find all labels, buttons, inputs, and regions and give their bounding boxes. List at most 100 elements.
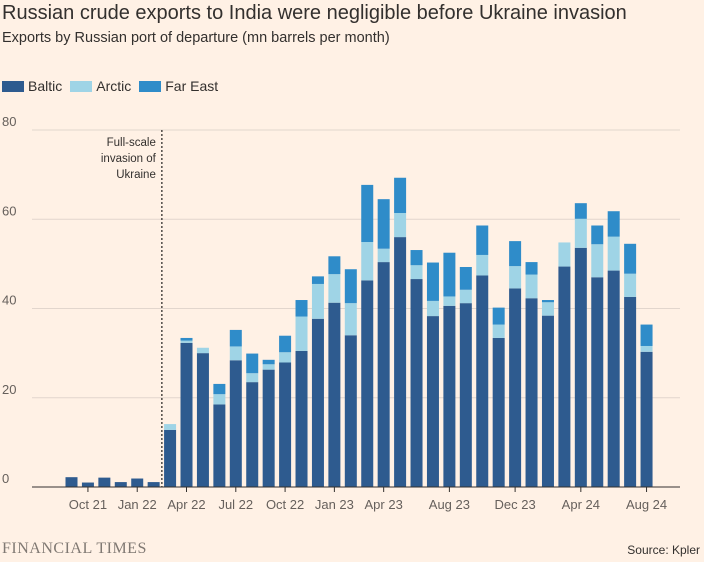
bar-baltic bbox=[377, 262, 390, 487]
bar-arctic bbox=[541, 302, 554, 316]
bar-baltic bbox=[361, 280, 374, 487]
bar-arctic bbox=[509, 266, 522, 289]
axis-layer: 0 20 40 60 80 Oct 21 Jan 22 Apr 22 Jul 22 Oct 22 J… bbox=[2, 114, 680, 512]
legend-swatch-baltic bbox=[2, 80, 24, 92]
bar-arctic bbox=[476, 254, 489, 276]
bar-baltic bbox=[279, 362, 292, 487]
bar-baltic bbox=[394, 237, 407, 487]
legend-swatch-far-east bbox=[139, 80, 162, 92]
bar-far-east bbox=[574, 203, 587, 219]
bar-arctic bbox=[394, 213, 407, 238]
bar-far-east bbox=[279, 335, 292, 353]
bar-arctic bbox=[229, 346, 242, 361]
x-tick-label: Aug 23 bbox=[429, 497, 470, 512]
bar-baltic bbox=[541, 315, 554, 487]
bar-baltic bbox=[410, 279, 423, 487]
bar-far-east bbox=[229, 329, 242, 347]
x-tick-label: Dec 23 bbox=[495, 497, 536, 512]
bar-far-east bbox=[328, 256, 341, 275]
source-note: Source: Kpler bbox=[627, 543, 700, 557]
bar-arctic bbox=[311, 283, 324, 319]
annotation-text: invasion of bbox=[101, 153, 157, 165]
bar-arctic bbox=[410, 265, 423, 280]
bar-far-east bbox=[624, 243, 637, 274]
bar-baltic bbox=[492, 337, 505, 487]
x-tick-label: Jul 22 bbox=[218, 497, 253, 512]
legend-swatch-arctic bbox=[70, 80, 93, 92]
bar-baltic bbox=[65, 477, 78, 487]
bar-far-east bbox=[246, 353, 259, 374]
x-tick-label: Jan 22 bbox=[118, 497, 157, 512]
x-tick-label: Apr 22 bbox=[167, 497, 205, 512]
bar-baltic bbox=[591, 277, 604, 487]
x-tick-label: Apr 23 bbox=[365, 497, 403, 512]
bar-arctic bbox=[591, 244, 604, 278]
bar-baltic bbox=[311, 318, 324, 487]
chart-title: Russian crude exports to India were negl… bbox=[2, 2, 627, 24]
legend-label-far-east: Far East bbox=[165, 78, 219, 94]
y-tick-label: 0 bbox=[2, 471, 9, 486]
bar-far-east bbox=[476, 225, 489, 255]
bar-arctic bbox=[459, 289, 472, 304]
bar-baltic bbox=[229, 360, 242, 487]
bar-baltic bbox=[262, 369, 275, 487]
bar-arctic bbox=[279, 352, 292, 363]
bar-far-east bbox=[213, 383, 226, 395]
bar-baltic bbox=[459, 303, 472, 487]
bar-baltic bbox=[476, 275, 489, 487]
y-tick-label: 20 bbox=[2, 382, 16, 397]
bar-arctic bbox=[246, 373, 259, 383]
legend: Baltic Arctic Far East bbox=[2, 78, 218, 94]
bar-far-east bbox=[295, 300, 308, 317]
annotation-text: Full-scale bbox=[107, 137, 156, 149]
bar-arctic bbox=[624, 273, 637, 297]
bar-baltic bbox=[525, 298, 538, 487]
annotation-text: Ukraine bbox=[116, 169, 156, 181]
bar-arctic bbox=[361, 242, 374, 281]
bar-arctic bbox=[492, 324, 505, 338]
bar-layer bbox=[65, 177, 653, 487]
bar-far-east bbox=[591, 225, 604, 245]
legend-label-arctic: Arctic bbox=[96, 78, 132, 94]
bar-arctic bbox=[443, 296, 456, 306]
bar-arctic bbox=[426, 300, 439, 317]
bar-baltic bbox=[558, 266, 571, 487]
bar-far-east bbox=[377, 199, 390, 249]
bar-baltic bbox=[344, 335, 357, 487]
x-tick-label: Oct 21 bbox=[69, 497, 107, 512]
bar-far-east bbox=[394, 177, 407, 214]
bar-baltic bbox=[164, 429, 177, 487]
bar-arctic bbox=[558, 242, 571, 267]
bar-baltic bbox=[624, 296, 637, 487]
bar-far-east bbox=[344, 269, 357, 304]
bar-far-east bbox=[262, 359, 275, 365]
legend-item-far-east: Far East bbox=[139, 78, 218, 94]
bar-arctic bbox=[196, 347, 209, 354]
stacked-bar-chart: Full-scale invasion of Ukraine 0 20 40 60 80 Oc… bbox=[2, 114, 680, 512]
bar-baltic bbox=[147, 482, 160, 487]
bar-arctic bbox=[328, 274, 341, 303]
bar-arctic bbox=[213, 394, 226, 405]
y-tick-label: 80 bbox=[2, 114, 16, 129]
bar-baltic bbox=[574, 247, 587, 487]
bar-arctic bbox=[574, 218, 587, 248]
bar-arctic bbox=[525, 274, 538, 299]
bar-arctic bbox=[640, 345, 653, 352]
bar-baltic bbox=[426, 316, 439, 487]
y-tick-label: 40 bbox=[2, 293, 16, 308]
bar-baltic bbox=[180, 342, 193, 487]
bar-far-east bbox=[426, 262, 439, 301]
bar-far-east bbox=[180, 337, 193, 341]
bar-baltic bbox=[509, 288, 522, 487]
y-tick-label: 60 bbox=[2, 203, 16, 218]
x-tick-label: Aug 24 bbox=[626, 497, 667, 512]
bar-arctic bbox=[180, 340, 193, 343]
bar-far-east bbox=[311, 276, 324, 284]
bar-far-east bbox=[509, 241, 522, 267]
chart-subtitle: Exports by Russian port of departure (mn… bbox=[2, 30, 390, 46]
bar-far-east bbox=[443, 252, 456, 297]
bar-baltic bbox=[328, 302, 341, 487]
bar-baltic bbox=[114, 482, 127, 487]
bar-arctic bbox=[164, 424, 177, 430]
bar-baltic bbox=[246, 382, 259, 487]
